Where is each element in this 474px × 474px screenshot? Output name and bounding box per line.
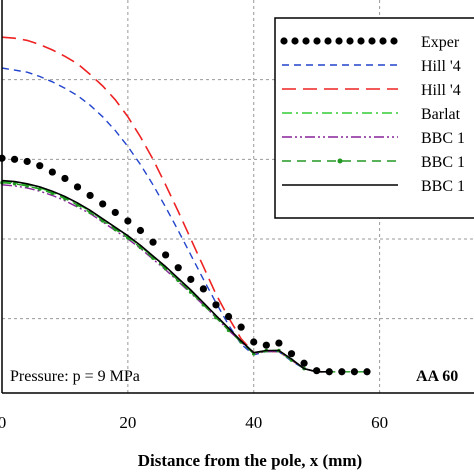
x-tick-label: 60 xyxy=(371,413,388,432)
legend-marker xyxy=(346,37,354,45)
data-point xyxy=(338,368,346,376)
legend-item: BBC 1 xyxy=(282,178,465,195)
data-point xyxy=(350,368,359,376)
legend-marker xyxy=(291,37,299,45)
x-tick-label: 20 xyxy=(119,413,136,432)
data-point xyxy=(36,162,44,170)
legend-label: Exper xyxy=(421,34,460,51)
grid-lines xyxy=(1,0,474,393)
legend-items: Exper Hill '4 Hill '4 Barlat BBC 1 BBC 1 BBC 1 xyxy=(280,34,465,195)
data-point xyxy=(136,226,145,235)
legend-marker xyxy=(302,37,310,45)
legend-marker xyxy=(313,37,321,45)
x-tick-labels: 0 20 40 60 xyxy=(0,413,388,432)
legend-item: Hill '4 xyxy=(282,58,461,75)
data-point xyxy=(224,312,233,321)
data-point xyxy=(48,168,56,176)
data-point xyxy=(262,341,270,349)
data-point xyxy=(99,200,107,208)
legend-marker xyxy=(335,37,343,45)
data-point xyxy=(124,217,132,225)
legend-item: Barlat xyxy=(282,106,461,123)
data-point xyxy=(300,359,308,367)
legend-label: BBC 1 xyxy=(421,178,465,195)
data-point xyxy=(237,323,245,331)
pressure-annotation: Pressure: p = 9 MPa xyxy=(10,368,140,385)
data-point xyxy=(187,275,195,283)
data-point xyxy=(61,174,69,183)
legend-label: Hill '4 xyxy=(421,82,461,99)
x-tick-label: 40 xyxy=(245,413,262,432)
series-6 xyxy=(1,179,330,373)
series-line xyxy=(1,179,330,373)
legend-marker xyxy=(357,37,365,45)
legend: Exper Hill '4 Hill '4 Barlat BBC 1 BBC 1 BBC 1 xyxy=(274,17,474,219)
data-point xyxy=(250,338,258,346)
data-point xyxy=(162,251,170,259)
data-point xyxy=(199,285,207,293)
legend-label: BBC 1 xyxy=(421,154,465,171)
series-line xyxy=(1,182,367,373)
legend-item: Exper xyxy=(280,34,460,51)
legend-label: Hill '4 xyxy=(421,58,461,75)
data-point xyxy=(73,183,82,191)
data-point xyxy=(37,187,42,191)
data-point xyxy=(325,368,333,376)
legend-marker xyxy=(337,158,343,164)
legend-marker xyxy=(280,37,288,45)
data-point xyxy=(25,184,29,188)
legend-item: Hill '4 xyxy=(282,82,461,99)
legend-marker xyxy=(379,37,387,45)
legend-marker xyxy=(390,37,398,45)
legend-item: BBC 1 xyxy=(282,130,465,147)
data-point xyxy=(23,157,31,166)
data-point xyxy=(275,339,283,347)
legend-marker xyxy=(324,37,332,45)
data-point xyxy=(313,367,321,375)
material-annotation: AA 60 xyxy=(416,368,458,385)
legend-label: BBC 1 xyxy=(421,130,465,147)
data-point xyxy=(111,208,119,217)
data-point xyxy=(287,350,296,358)
data-point xyxy=(363,368,371,376)
x-tick-label: 0 xyxy=(0,413,6,432)
data-point xyxy=(149,238,157,246)
axes xyxy=(1,0,474,394)
legend-label: Barlat xyxy=(421,106,461,123)
data-point xyxy=(212,301,220,309)
x-axis-title: Distance from the pole, x (mm) xyxy=(138,451,362,470)
data-point xyxy=(10,155,19,163)
legend-item: BBC 1 xyxy=(282,154,465,171)
data-point xyxy=(12,181,17,186)
data-point xyxy=(86,191,94,200)
data-point xyxy=(174,264,182,272)
legend-marker xyxy=(368,37,376,45)
